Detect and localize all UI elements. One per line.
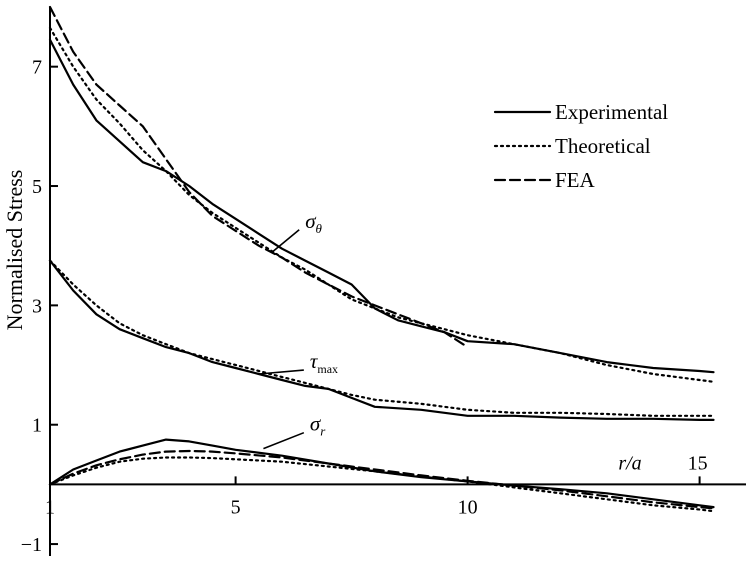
series-line-tau_max-dotted [48, 259, 715, 417]
tau-max-annotation-leader [258, 369, 304, 375]
y-tick-label: 7 [32, 57, 42, 79]
series-line-sigma_r-dotted [48, 456, 715, 513]
annotation-layer: σθ τmax σr [258, 209, 338, 450]
y-tick-label: 5 [32, 176, 42, 198]
legend-label-solid: Experimental [555, 100, 668, 124]
series-line-tau_max-solid [48, 259, 715, 421]
y-tick-label: 3 [32, 295, 42, 317]
y-tick-label: 1 [32, 415, 42, 437]
tau-max-annotation: τmax [310, 349, 338, 376]
legend-label-dashed: FEA [555, 168, 596, 192]
series-line-sigma_theta-dashed [48, 5, 469, 349]
sigma-theta-annotation-leader [272, 229, 300, 253]
x-axis-label: r/a [618, 452, 641, 474]
sigma-r-annotation: σr [310, 412, 326, 439]
series-line-sigma_r-dashed [48, 449, 715, 510]
x-tick-label: 15 [688, 452, 708, 474]
x-tick-label: 5 [231, 496, 241, 518]
series-layer [48, 5, 715, 513]
legend-label-dotted: Theoretical [555, 134, 651, 158]
series-line-sigma_theta-dotted [48, 26, 715, 383]
series-line-sigma_theta-solid [48, 38, 715, 374]
sigma-r-annotation-leader [263, 431, 305, 450]
sigma-theta-annotation: σθ [305, 209, 322, 236]
y-tick-label: −1 [21, 534, 42, 556]
y-axis-label: Normalised Stress [2, 170, 27, 331]
x-tick-label: 10 [458, 496, 478, 518]
x-tick-label: 1 [45, 496, 55, 518]
legend: Experimental Theoretical FEA [493, 100, 668, 192]
